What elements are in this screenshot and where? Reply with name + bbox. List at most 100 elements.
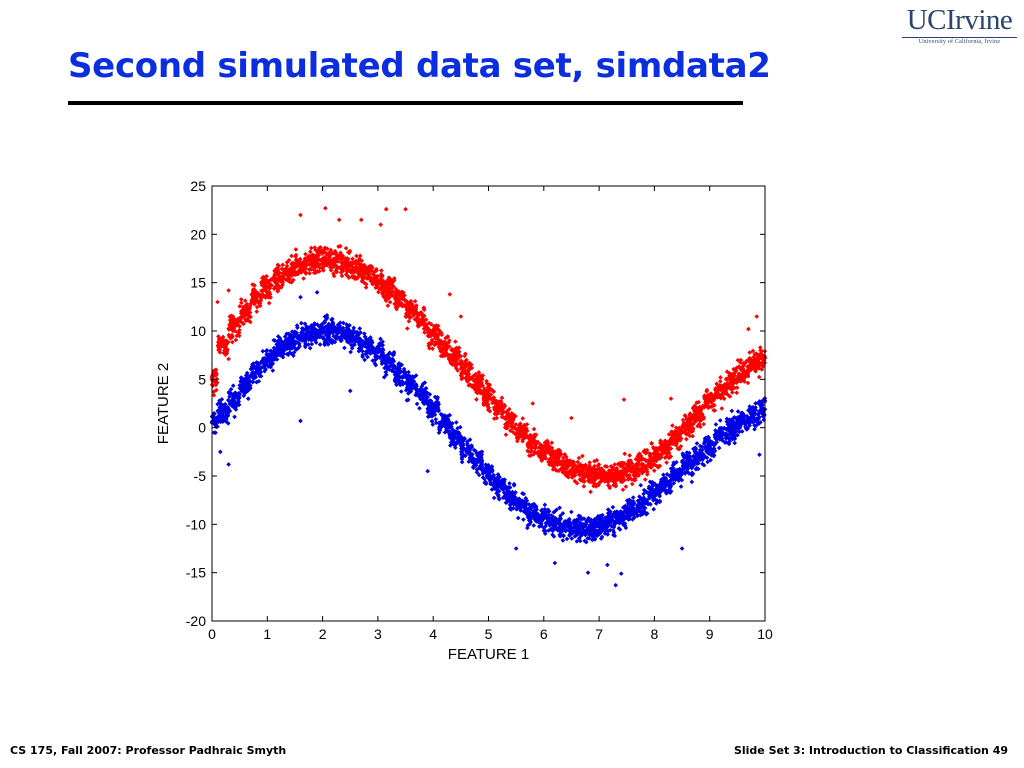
red-point [211, 389, 217, 394]
red-point [485, 407, 491, 413]
blue-point [322, 339, 328, 345]
blue-point [719, 428, 724, 434]
red-point [220, 334, 226, 340]
blue-point [326, 331, 332, 336]
red-point [593, 467, 599, 473]
blue-point [466, 459, 472, 464]
blue-point [306, 342, 311, 347]
red-point [613, 484, 619, 489]
red-point [494, 401, 500, 406]
blue-point [441, 421, 446, 427]
blue-point [282, 341, 287, 347]
red-point [446, 356, 452, 362]
blue-point [576, 523, 582, 529]
blue-point [376, 346, 382, 351]
blue-point [584, 518, 589, 524]
blue-point [704, 455, 710, 460]
blue-point [312, 322, 317, 328]
blue-point [357, 326, 363, 331]
red-point [456, 360, 462, 366]
red-point [386, 296, 391, 301]
blue-point [491, 477, 497, 482]
blue-point [250, 362, 255, 367]
blue-point [492, 486, 497, 492]
uci-logo: UCIrvine University of California, Irvin… [902, 4, 1017, 48]
red-point [306, 267, 312, 272]
blue-point [250, 374, 256, 380]
blue-point [404, 385, 410, 390]
blue-point [488, 481, 493, 487]
red-point [472, 387, 478, 393]
blue-point [691, 458, 696, 463]
blue-point [266, 352, 271, 358]
blue-point [417, 388, 423, 394]
blue-point [703, 454, 708, 460]
red-point [404, 326, 410, 331]
red-point [312, 245, 318, 250]
red-point [484, 378, 489, 384]
red-point [448, 352, 453, 358]
red-point [502, 425, 508, 430]
blue-point [300, 326, 306, 332]
blue-point [356, 332, 361, 338]
blue-point [298, 418, 303, 424]
blue-point [278, 343, 283, 348]
red-point [547, 456, 553, 462]
red-point [264, 273, 269, 279]
red-point [356, 273, 362, 279]
red-point [479, 375, 484, 381]
blue-point [348, 335, 354, 341]
blue-point [281, 351, 286, 357]
blue-point [662, 488, 668, 494]
blue-point [507, 481, 512, 486]
red-point [404, 303, 409, 308]
red-point [348, 269, 354, 275]
blue-point [486, 473, 491, 479]
red-point [417, 318, 422, 324]
blue-point [256, 362, 262, 368]
blue-point [476, 472, 482, 478]
red-point [253, 299, 258, 305]
blue-point [518, 508, 523, 513]
red-point [338, 270, 344, 275]
red-point [528, 449, 534, 455]
red-point [581, 464, 587, 469]
red-point [576, 464, 581, 469]
blue-point [676, 471, 682, 477]
blue-point [223, 404, 228, 410]
blue-point [240, 380, 246, 385]
red-point [432, 328, 438, 334]
blue-point [758, 419, 763, 425]
blue-point [705, 459, 710, 465]
blue-point [244, 383, 249, 389]
blue-point [470, 456, 476, 462]
blue-point [297, 337, 302, 343]
red-point [423, 317, 429, 323]
blue-point [692, 459, 697, 465]
blue-point [605, 507, 611, 512]
red-point [302, 265, 307, 271]
red-point [211, 392, 217, 398]
red-point [230, 339, 235, 345]
blue-point [408, 389, 414, 394]
blue-point [560, 511, 566, 516]
blue-point [237, 383, 243, 388]
blue-point [675, 475, 680, 480]
blue-point [750, 407, 755, 413]
red-point [278, 285, 284, 290]
blue-point [469, 452, 475, 458]
red-point [481, 394, 487, 400]
blue-point [319, 323, 325, 329]
blue-point [326, 322, 331, 327]
red-point [380, 273, 385, 279]
blue-point [460, 436, 466, 442]
red-point [232, 328, 238, 334]
red-point [462, 353, 468, 359]
blue-point [707, 439, 713, 445]
blue-point [679, 477, 685, 483]
red-point [498, 403, 503, 408]
blue-point [618, 514, 624, 520]
blue-point [571, 524, 577, 529]
blue-point [679, 459, 685, 465]
red-point [491, 416, 497, 421]
